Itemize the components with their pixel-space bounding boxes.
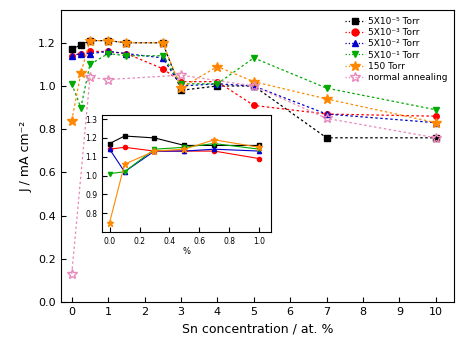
X-axis label: Sn concentration / at. %: Sn concentration / at. % [182, 322, 333, 335]
Y-axis label: J / mA cm⁻²: J / mA cm⁻² [20, 120, 33, 192]
Legend: 5X10⁻⁵ Torr, 5X10⁻³ Torr, 5X10⁻² Torr, 5X10⁻¹ Torr, 150 Torr, normal annealing: 5X10⁻⁵ Torr, 5X10⁻³ Torr, 5X10⁻² Torr, 5… [343, 15, 449, 84]
